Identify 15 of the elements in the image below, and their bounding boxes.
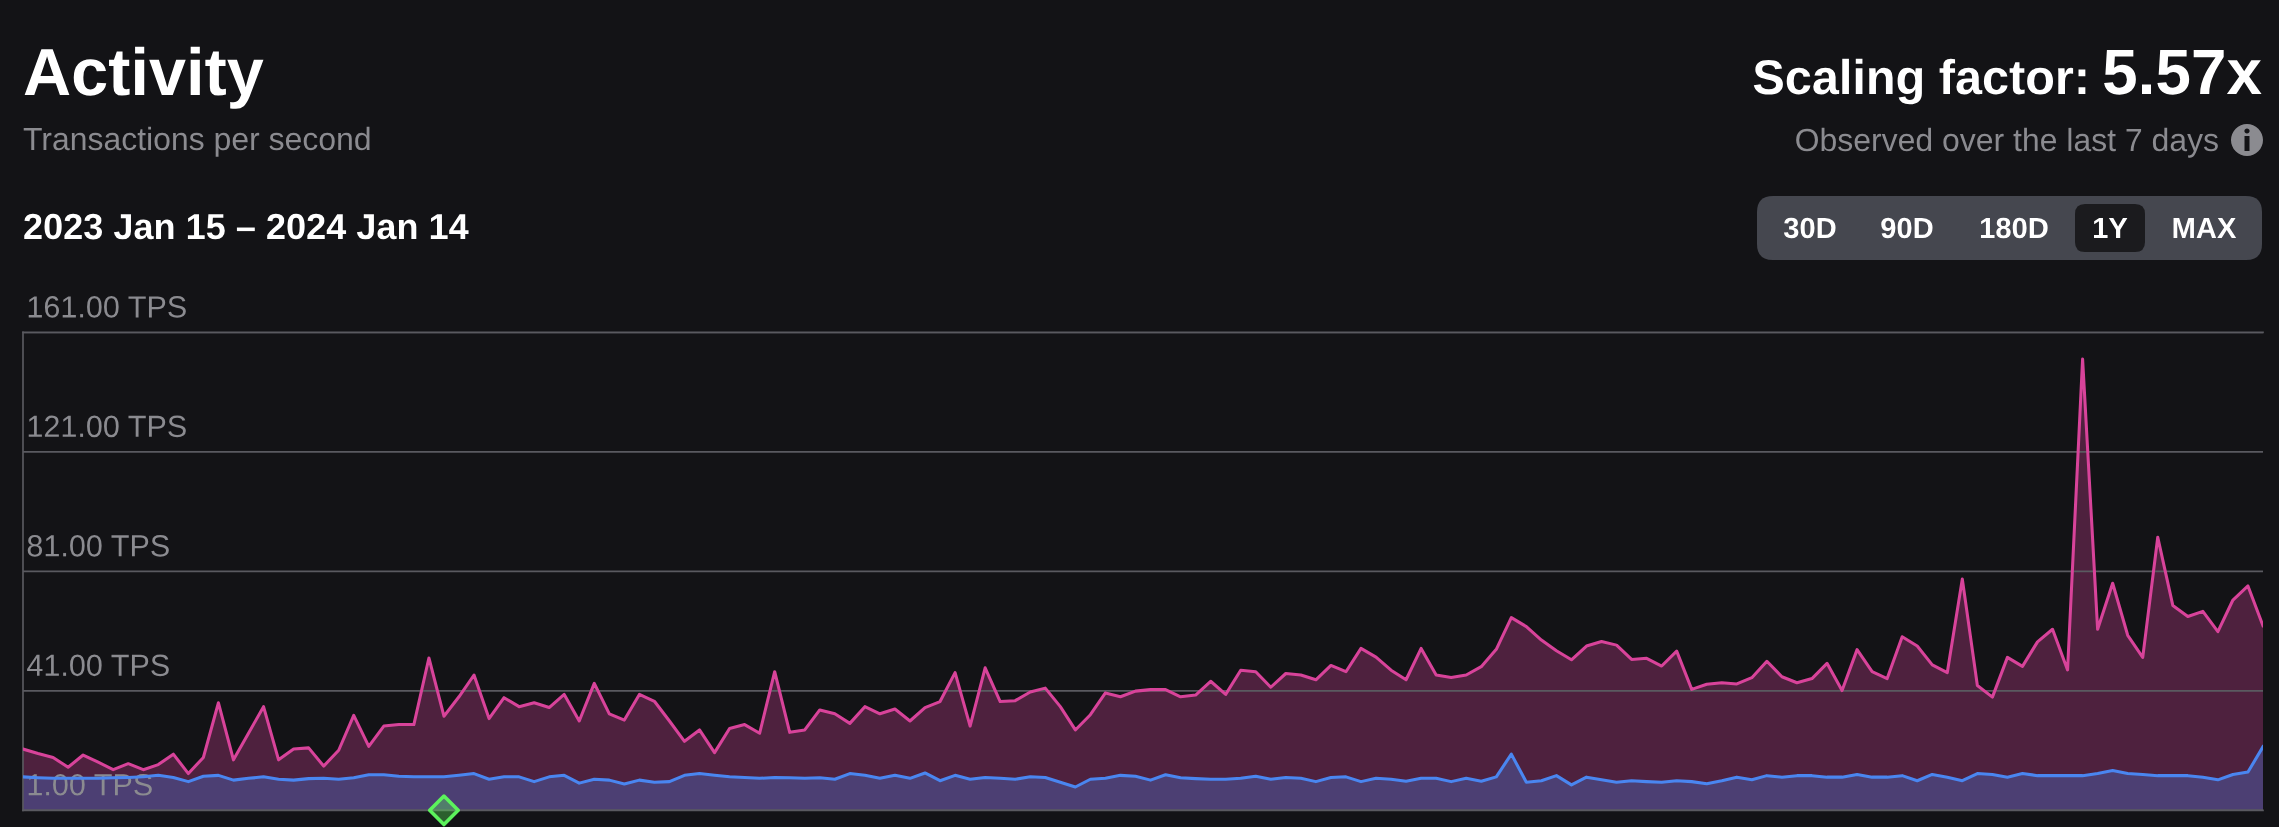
- chart-subtitle: Transactions per second: [23, 126, 370, 157]
- text: 5.57x: [2104, 50, 2262, 95]
- text: 1Y: [2094, 217, 2128, 238]
- text: MAX: [2173, 217, 2237, 238]
- text: 2023 Jan 15 – 2024 Jan 14: [24, 213, 469, 240]
- y-tick-label: 121.00 TPS: [28, 415, 186, 438]
- text: 180D: [1980, 217, 2048, 239]
- chart-title: Activity: [24, 46, 264, 109]
- text: Scaling factor:: [1753, 58, 2086, 105]
- y-tick-label: 81.00 TPS: [27, 535, 169, 557]
- text: Observed over the last 7 days: [1796, 127, 2218, 158]
- y-tick-label: 41.00 TPS: [27, 654, 169, 677]
- y-tick-label: 161.00 TPS: [28, 296, 186, 318]
- text: 30D: [1783, 217, 1836, 239]
- text: 90D: [1881, 217, 1933, 239]
